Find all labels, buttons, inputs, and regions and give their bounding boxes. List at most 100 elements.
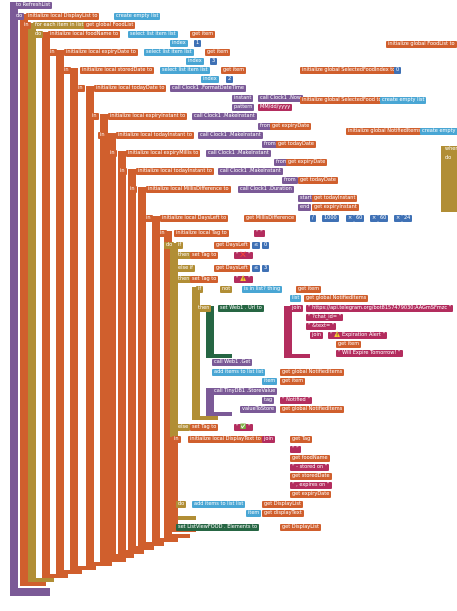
block-label: initialize global FoodList to bbox=[386, 41, 457, 48]
block-label: ≤ bbox=[252, 242, 261, 249]
block-frame-foot bbox=[56, 570, 82, 574]
block-label: 3 bbox=[210, 58, 218, 65]
block-frame bbox=[56, 50, 64, 574]
block-label: get DaysLeft bbox=[214, 242, 250, 249]
block-label: valueToStore bbox=[240, 406, 277, 413]
block-frame-foot bbox=[42, 574, 68, 578]
block-label: “ ?chat_id= ” bbox=[306, 314, 344, 321]
block-frame bbox=[128, 169, 136, 550]
block-label: to RefreshList bbox=[14, 2, 53, 9]
block-label: select list item list bbox=[128, 31, 178, 38]
block-frame bbox=[118, 151, 126, 554]
block-frame bbox=[170, 437, 178, 532]
block-frame bbox=[108, 133, 116, 558]
block-label: get item bbox=[336, 341, 362, 348]
block-label: join bbox=[262, 436, 276, 443]
block-label: 3 bbox=[262, 265, 270, 272]
block-label: select list item list bbox=[144, 49, 194, 56]
block-label: for each item in list bbox=[33, 22, 86, 29]
block-label: × bbox=[394, 215, 403, 222]
block-label: index bbox=[170, 40, 188, 47]
block-label: initialize local storedDate to bbox=[80, 67, 155, 74]
block-label: 1 bbox=[194, 40, 202, 47]
block-frame bbox=[100, 114, 108, 562]
block-label: in bbox=[172, 436, 181, 443]
block-label: initialize local DisplayList to bbox=[26, 13, 100, 20]
block-label: if bbox=[196, 286, 204, 293]
block-label: “ ” bbox=[254, 230, 265, 237]
block-label: get DisplayList bbox=[262, 501, 303, 508]
block-label: get expiryDate bbox=[290, 491, 332, 498]
block-label: not bbox=[220, 286, 233, 293]
block-label: get Tag bbox=[290, 436, 313, 443]
block-label: call Clock1 .MakeInstant bbox=[206, 150, 271, 157]
block-label: end bbox=[298, 204, 312, 211]
block-label: join bbox=[310, 332, 324, 339]
block-label: is in list? thing bbox=[242, 286, 283, 293]
block-label: start bbox=[298, 195, 314, 202]
block-label: instant bbox=[232, 95, 254, 102]
block-label: create empty list bbox=[380, 97, 427, 104]
block-frame-foot bbox=[108, 554, 134, 558]
block-label: call Clock1 .MakeInstant bbox=[192, 113, 257, 120]
block-frame-foot bbox=[86, 562, 112, 566]
block-label: call TinyDB1 .StoreValue bbox=[212, 388, 278, 395]
block-label: from bbox=[258, 123, 274, 130]
block-label: initialize local DaysLeft to bbox=[160, 215, 229, 222]
block-label: 24 bbox=[402, 215, 413, 222]
block-label: do bbox=[164, 242, 175, 249]
block-label: join bbox=[290, 305, 304, 312]
event-block bbox=[441, 146, 457, 212]
block-label: get global NotifiedItems bbox=[280, 369, 345, 376]
block-label: in bbox=[98, 132, 107, 139]
block-label: initialize global SelectedFoodIndex to bbox=[300, 67, 398, 74]
block-label: get expiryDate bbox=[286, 159, 328, 166]
block-label: initialize local expiryInstant to bbox=[108, 113, 188, 120]
block-label: “ , expires on ” bbox=[290, 482, 332, 489]
block-frame bbox=[152, 216, 160, 542]
block-label: from bbox=[274, 159, 290, 166]
block-frame bbox=[28, 23, 36, 582]
block-frame bbox=[42, 32, 50, 578]
block-label: list bbox=[290, 295, 302, 302]
block-label: get storedDate bbox=[290, 473, 332, 480]
block-label: get global NotifiedItems bbox=[304, 295, 369, 302]
block-label: set Web1 . Url to bbox=[218, 305, 264, 312]
procedure-frame bbox=[10, 2, 18, 596]
block-label: do bbox=[443, 155, 454, 162]
block-label: get item bbox=[205, 49, 231, 56]
block-label: get DaysLeft bbox=[214, 265, 250, 272]
block-frame bbox=[20, 14, 28, 586]
block-label: create empty list bbox=[420, 128, 457, 135]
block-frame bbox=[192, 287, 200, 420]
block-label: MM/dd/yyyy bbox=[258, 104, 293, 111]
block-label: 60 bbox=[378, 215, 389, 222]
block-frame-foot bbox=[20, 582, 46, 586]
block-label: get item bbox=[280, 378, 306, 385]
block-frame bbox=[86, 86, 94, 566]
block-label: tag bbox=[262, 397, 275, 404]
block-label: get todayInstant bbox=[312, 195, 358, 202]
block-label: initialize local DisplayText to bbox=[188, 436, 263, 443]
block-label: set Tag to bbox=[190, 424, 219, 431]
block-label: from bbox=[282, 177, 298, 184]
block-label: initialize global SelectedFood to bbox=[300, 97, 384, 104]
block-frame bbox=[284, 306, 292, 358]
block-label: then bbox=[196, 305, 212, 312]
block-label: get item bbox=[221, 67, 247, 74]
block-label: then bbox=[176, 276, 192, 283]
block-label: in bbox=[22, 22, 31, 29]
block-label: “ ❌ ” bbox=[234, 252, 253, 259]
block-frame bbox=[206, 388, 214, 416]
block-label: else if bbox=[176, 265, 195, 272]
block-label: get item bbox=[190, 31, 216, 38]
block-label: get expiryDate bbox=[270, 123, 312, 130]
block-label: 1000 bbox=[322, 215, 339, 222]
block-label: do bbox=[176, 501, 187, 508]
block-label: call Web1 .Get bbox=[212, 359, 253, 366]
block-frame-foot bbox=[170, 516, 196, 520]
block-label: in bbox=[108, 150, 117, 157]
block-label: select list item list bbox=[160, 67, 210, 74]
block-label: set Tag to bbox=[190, 252, 219, 259]
